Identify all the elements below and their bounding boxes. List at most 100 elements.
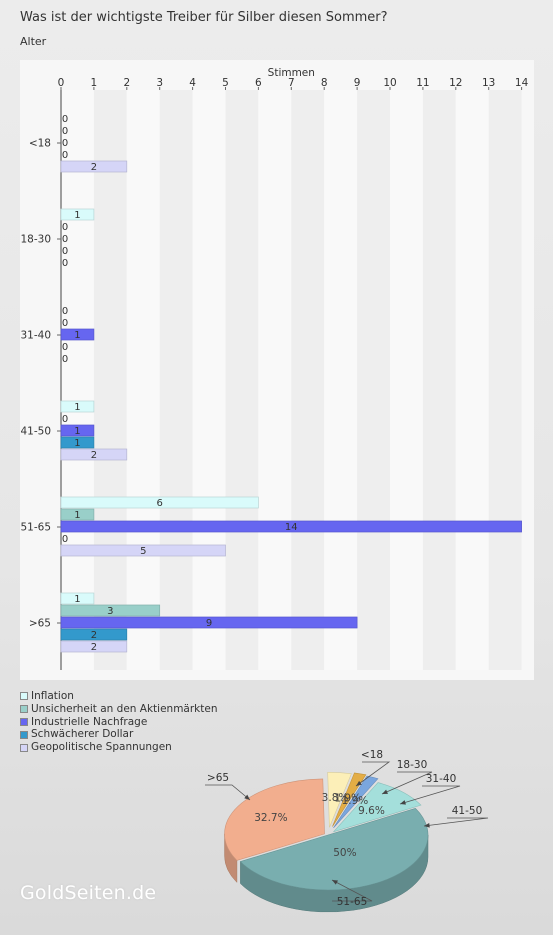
legend-swatch [20,730,28,739]
x-tick-label: 2 [123,77,130,89]
grid-band [61,90,94,670]
bar-value-label: 0 [62,342,68,353]
bar-chart-panel: Stimmen 0 1 2 3 4 5 6 7 8 9 10 11 12 13 14 <18 0 0 0 0 2 18-30… [20,60,534,680]
bar-value-label: 0 [62,246,68,257]
bar-value-label: 1 [74,594,80,605]
bar-value-label: 0 [62,318,68,329]
bar-value-label: 1 [74,426,80,437]
pie-value-label: 1.9% [334,792,361,804]
legend-label: Schwächerer Dollar [31,728,134,741]
pie-category-label: <18 [361,749,383,761]
grid-band [422,90,456,670]
pie-value-label: 1.9% [342,795,369,807]
x-axis-label: Stimmen [268,67,315,79]
pie-leader-line [381,771,433,795]
pie-leader-line [355,761,391,787]
y-category-label: 18-30 [20,234,51,246]
pie-value-label: 3.8% [322,792,349,804]
grid-band [192,90,226,670]
pie-category-label: 51-65 [337,896,368,908]
pie-slice [332,772,367,827]
x-tick-label: 8 [321,77,328,89]
chart-title: Was ist der wichtigste Treiber für Silbe… [20,10,388,25]
pie-value-label: 50% [333,847,356,859]
pie-slice [327,772,352,828]
bar [60,604,161,617]
bar [60,628,128,641]
bar-value-label: 1 [74,510,80,521]
bar [60,160,128,173]
bar-value-label: 1 [74,330,80,341]
bar-value-label: 0 [62,414,68,425]
bar [60,544,226,557]
pie-value-label: 9.6% [358,805,385,817]
bar-value-label: 0 [62,354,68,365]
x-tick-label: 12 [449,77,462,89]
bar [60,592,95,605]
pie-leader-arrow [400,800,406,805]
bar-value-label: 1 [74,210,80,221]
x-tick-label: 5 [222,77,229,89]
bar-value-label: 2 [91,642,97,653]
pie-slice [332,782,422,833]
legend-item: Inflation [20,690,217,703]
bar [60,640,128,653]
grid-band [93,90,127,670]
grid-band [455,90,489,670]
pie-leader-line [399,785,461,805]
legend-item: Geopolitische Spannungen [20,741,217,754]
grid-band [324,90,358,670]
y-category-label: 41-50 [20,426,51,438]
bar [60,328,95,341]
pie-slice [239,807,429,891]
bar-value-label: 2 [91,630,97,641]
bar-value-label: 0 [62,222,68,233]
x-tick-label: 13 [482,77,495,89]
x-tick-label: 1 [91,77,98,89]
legend-item: Schwächerer Dollar [20,728,217,741]
pie-leader-arrow [244,794,250,800]
pie-category-label: 31-40 [426,773,457,785]
grid-band [357,90,390,670]
x-tick-label: 11 [416,77,429,89]
pie-chart: 3.8%1.9%1.9%9.6% 50% 32.7% <18 18-30 31-40 41-… [205,749,489,913]
bar-value-label: 0 [62,114,68,125]
legend-swatch [20,743,28,752]
bar-value-label: 9 [206,618,212,629]
legend-label: Geopolitische Spannungen [31,741,172,754]
pie-leader-line [205,784,251,801]
x-tick-label: 4 [189,77,196,89]
pie-leader-line [423,817,489,827]
bar-value-label: 2 [91,162,97,173]
x-tick-label: 0 [58,77,65,89]
x-tick-label: 9 [354,77,361,89]
goldseiten-logo: GoldSeiten.de [20,882,157,904]
x-tick-label: 10 [383,77,396,89]
pie-leader-arrow [332,880,338,885]
y-category-label: <18 [29,138,51,150]
pie-leader-arrow [382,789,388,794]
grid-band [291,90,325,670]
x-tick-label: 3 [156,77,163,89]
bar [60,508,95,521]
pie-category-label: 18-30 [397,759,428,771]
bar-value-label: 3 [107,606,113,617]
pie-slice [333,775,379,829]
bar-value-label: 0 [62,126,68,137]
grid-band [390,90,423,670]
bar [60,448,128,461]
x-tick-label: 14 [515,77,529,89]
pie-leader-arrow [424,822,430,828]
chart-subtitle: Alter [20,35,47,48]
bar [60,436,95,449]
legend-item: Unsicherheit an den Aktienmärkten [20,703,217,716]
legend-label: Inflation [31,690,74,702]
bar-value-label: 0 [62,306,68,317]
pie-category-label: >65 [207,772,229,784]
pie-leader-arrow [356,780,362,786]
grid-band [159,90,193,670]
legend-swatch [20,692,28,701]
legend: Inflation Unsicherheit an den Aktienmärkt… [20,690,217,754]
legend-label: Industrielle Nachfrage [31,715,148,728]
